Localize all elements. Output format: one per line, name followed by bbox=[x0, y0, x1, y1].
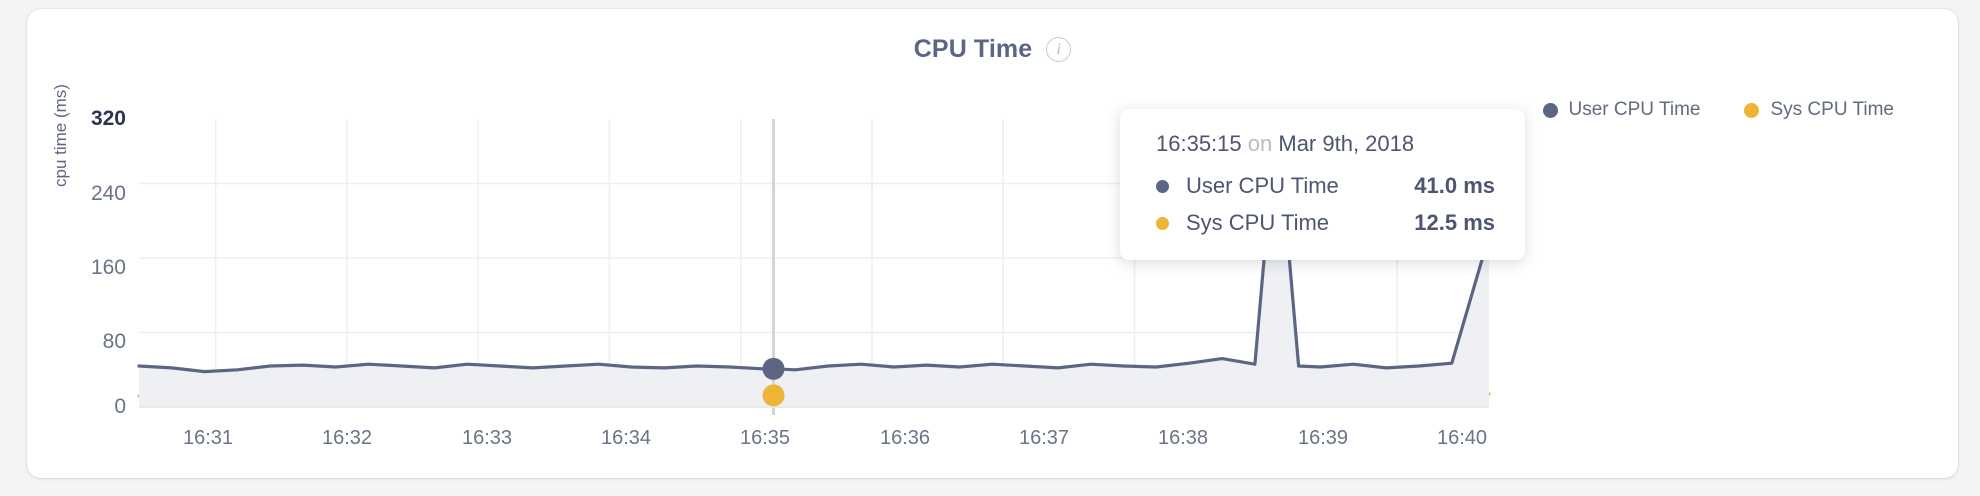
card-header: CPU Time i bbox=[27, 35, 1958, 64]
x-tick-1640: 16:40 bbox=[1436, 427, 1488, 449]
tooltip-label-sys-cpu-time: Sys CPU Time bbox=[1186, 210, 1330, 235]
legend-item-user-cpu-time[interactable]: User CPU Time bbox=[1542, 99, 1701, 121]
tooltip-on-word: on bbox=[1247, 131, 1273, 156]
chart-tooltip: 16:35:15 on Mar 9th, 2018 User CPU Time … bbox=[1120, 109, 1525, 260]
legend-label-user-cpu-time: User CPU Time bbox=[1568, 99, 1701, 120]
y-tick-320: 320 bbox=[90, 107, 126, 130]
x-tick-1639: 16:39 bbox=[1297, 427, 1349, 449]
tooltip-dot-sys-cpu-time bbox=[1156, 216, 1169, 230]
tooltip-date: Mar 9th, 2018 bbox=[1278, 131, 1415, 156]
chart-canvas[interactable] bbox=[27, 9, 1958, 478]
info-icon[interactable]: i bbox=[1046, 37, 1072, 62]
tooltip-row-sys-cpu-time: Sys CPU Time 12.5 ms bbox=[1156, 210, 1495, 236]
x-tick-1635: 16:35 bbox=[739, 427, 791, 449]
tooltip-value-sys-cpu-time: 12.5 ms bbox=[1414, 210, 1495, 235]
tooltip-time: 16:35:15 bbox=[1156, 131, 1242, 156]
page-title: CPU Time bbox=[913, 35, 1033, 63]
tooltip-label-user-cpu-time: User CPU Time bbox=[1186, 173, 1339, 198]
x-tick-1637: 16:37 bbox=[1018, 427, 1070, 449]
y-tick-0: 0 bbox=[114, 395, 126, 418]
legend-label-sys-cpu-time: Sys CPU Time bbox=[1770, 99, 1894, 120]
y-tick-80: 80 bbox=[102, 330, 126, 353]
tooltip-value-user-cpu-time: 41.0 ms bbox=[1414, 173, 1495, 198]
x-tick-1638: 16:38 bbox=[1157, 427, 1209, 449]
legend-item-sys-cpu-time[interactable]: Sys CPU Time bbox=[1744, 99, 1894, 121]
x-tick-1636: 16:36 bbox=[879, 427, 931, 449]
cpu-time-chart-card: CPU Time i User CPU Time Sys CPU Time cp… bbox=[27, 9, 1958, 478]
legend-dot-user-cpu-time bbox=[1542, 102, 1558, 118]
tooltip-dot-user-cpu-time bbox=[1156, 179, 1169, 193]
tooltip-timestamp: 16:35:15 on Mar 9th, 2018 bbox=[1156, 131, 1495, 157]
x-tick-1633: 16:33 bbox=[461, 427, 513, 449]
info-icon-glyph: i bbox=[1056, 40, 1061, 58]
plot-area[interactable]: cpu time (ms) 320 240 160 80 0 16:31 16:… bbox=[27, 9, 1958, 478]
legend-dot-sys-cpu-time bbox=[1744, 102, 1760, 118]
x-tick-1634: 16:34 bbox=[600, 427, 652, 449]
x-tick-1631: 16:31 bbox=[182, 427, 234, 449]
x-tick-1632: 16:32 bbox=[321, 427, 373, 449]
chart-legend: User CPU Time Sys CPU Time bbox=[1542, 99, 1894, 121]
y-tick-160: 160 bbox=[90, 256, 126, 279]
y-tick-240: 240 bbox=[90, 182, 126, 205]
tooltip-row-user-cpu-time: User CPU Time 41.0 ms bbox=[1156, 173, 1495, 199]
